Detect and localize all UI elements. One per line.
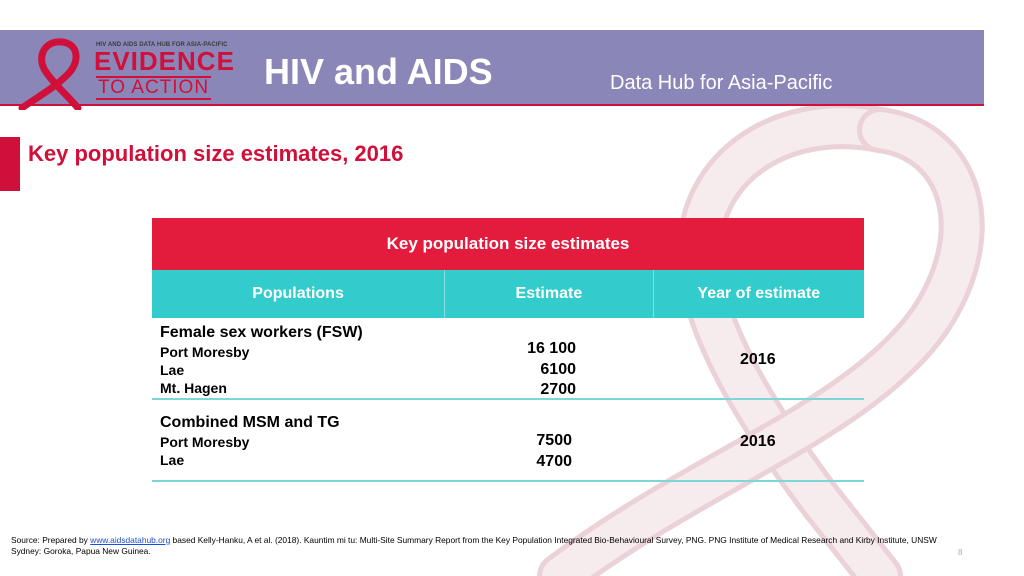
source-suffix: based Kelly-Hanku, A et al. (2018). Kaun… — [11, 535, 937, 556]
estimate-value: 4700 — [536, 452, 572, 470]
logo-to-action-text: TO ACTION — [96, 76, 212, 100]
group-name-msm-tg: Combined MSM and TG — [160, 414, 340, 431]
page-number: 8 — [958, 548, 963, 557]
column-header-year: Year of estimate — [697, 285, 821, 302]
estimate-value: 7500 — [536, 432, 572, 449]
location-lae: Lae — [160, 362, 185, 378]
source-note: Source: Prepared by www.aidsdatahub.org … — [11, 535, 941, 557]
estimate-value: 16 100 — [527, 340, 576, 357]
location-lae: Lae — [160, 452, 185, 468]
slide-title: Key population size estimates, 2016 — [28, 141, 404, 166]
column-header-populations: Populations — [152, 270, 446, 318]
year-value-msm-tg: 2016 — [740, 433, 776, 450]
estimate-value: 2700 — [540, 381, 576, 398]
estimates-table: Key population size estimates Population… — [152, 218, 864, 482]
table-header-row: Populations Estimate Year of estimate — [152, 270, 864, 318]
header-banner: HIV AND AIDS DATA HUB FOR ASIA-PACIFIC E… — [0, 30, 984, 110]
source-link[interactable]: www.aidsdatahub.org — [90, 535, 171, 545]
header-title: HIV and AIDS — [264, 51, 493, 92]
estimate-value: 6100 — [540, 360, 576, 378]
logo-evidence-text: EVIDENCE — [94, 46, 235, 76]
year-value-fsw: 2016 — [740, 351, 776, 368]
title-accent-bar — [0, 137, 20, 191]
location-mt-hagen: Mt. Hagen — [160, 380, 227, 396]
column-header-estimate: Estimate — [445, 270, 654, 318]
estimate-values-fsw: 16 100 6100 2700 — [504, 339, 576, 401]
group-name-fsw: Female sex workers (FSW) — [160, 324, 363, 341]
header-subtitle: Data Hub for Asia-Pacific — [610, 72, 833, 94]
table-row-msm-tg: Combined MSM and TG Port Moresby Lae 750… — [152, 400, 864, 482]
location-port-moresby: Port Moresby — [160, 344, 250, 360]
logo-tagline: HIV AND AIDS DATA HUB FOR ASIA-PACIFIC — [96, 42, 228, 48]
evidence-to-action-logo: HIV AND AIDS DATA HUB FOR ASIA-PACIFIC E… — [14, 36, 244, 110]
table-row-fsw: Female sex workers (FSW) Port Moresby La… — [152, 318, 864, 400]
red-ribbon-icon — [18, 38, 82, 110]
estimate-values-msm-tg: 7500 4700 — [504, 431, 572, 472]
table-caption: Key population size estimates — [152, 218, 864, 270]
location-port-moresby: Port Moresby — [160, 434, 250, 450]
source-prefix: Source: Prepared by — [11, 535, 91, 545]
